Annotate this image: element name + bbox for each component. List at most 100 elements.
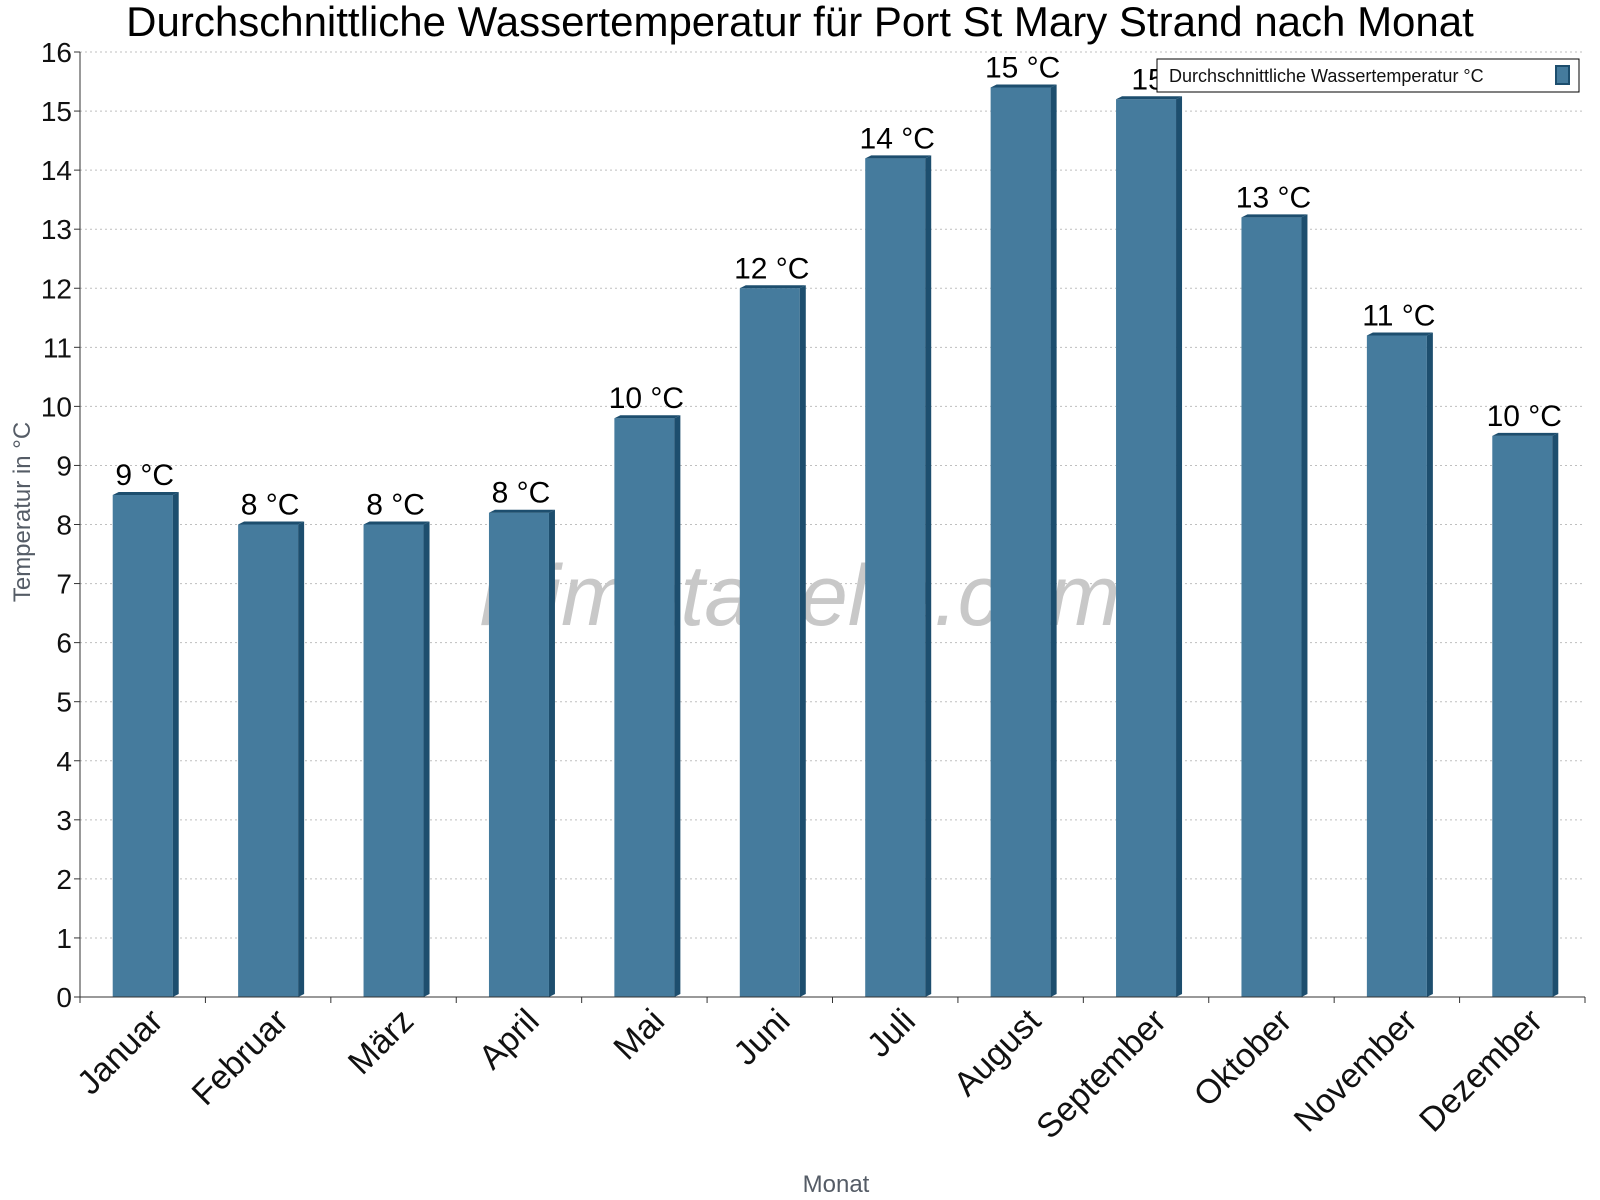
gridlines	[80, 51, 1585, 939]
bar-top	[1116, 96, 1183, 100]
bar-mai	[614, 415, 681, 997]
bar-februar	[238, 521, 305, 997]
bar-face	[1241, 217, 1302, 997]
y-tick-label: 3	[56, 805, 72, 836]
bar-september	[1116, 96, 1183, 997]
bar-face	[1366, 335, 1427, 997]
data-label: 10 °C	[1487, 400, 1562, 433]
data-labels: 9 °C8 °C 8 °C 8 °C10 °C12 °C14 °C15 °C 1513…	[115, 51, 1562, 521]
x-tick-labels: Januar Februar März April Mai Juni Juli AugustS…	[70, 1001, 1550, 1146]
bar-side	[1050, 84, 1057, 997]
x-tick-label: Juni	[726, 1002, 797, 1073]
bar-april	[488, 509, 555, 997]
y-tick-label: 5	[56, 687, 72, 718]
bar-top	[363, 521, 430, 525]
axes	[74, 51, 1586, 1003]
bar-side	[1301, 214, 1308, 997]
data-label: 8 °C	[366, 489, 425, 522]
bar-side	[1176, 96, 1183, 997]
legend-label: Durchschnittliche Wassertemperatur °C	[1169, 66, 1484, 86]
bar-dezember	[1492, 432, 1559, 997]
y-tick-label: 2	[56, 864, 72, 895]
data-label: 11 °C	[1362, 300, 1435, 333]
y-tick-label: 16	[41, 37, 72, 68]
bar-oktober	[1241, 214, 1308, 997]
y-tick-label: 15	[41, 96, 72, 127]
y-tick-label: 12	[41, 273, 72, 304]
bar-side	[674, 415, 681, 997]
y-tick-label: 7	[56, 569, 72, 600]
y-tick-label: 14	[41, 155, 72, 186]
x-tick-label: Mai	[606, 1002, 672, 1068]
y-tick-label: 9	[56, 450, 72, 481]
bar-top	[488, 509, 555, 513]
x-tick-label: März	[341, 1002, 421, 1082]
bar-face	[238, 524, 299, 997]
bar-face	[112, 494, 173, 997]
bar-face	[739, 288, 800, 997]
x-tick-label: September	[1029, 1002, 1173, 1146]
bar-side	[799, 285, 806, 997]
x-tick-label: April	[472, 1002, 547, 1077]
bar-face	[488, 512, 549, 997]
data-label: 13 °C	[1236, 181, 1311, 214]
x-tick-label: Dezember	[1412, 1002, 1550, 1140]
y-tick-label: 11	[43, 332, 72, 363]
x-tick-label: November	[1287, 1002, 1425, 1140]
legend: Durchschnittliche Wassertemperatur °C	[1156, 58, 1580, 93]
bar-top	[112, 491, 179, 495]
bar-juli	[865, 155, 932, 997]
x-tick-label: Februar	[185, 1002, 296, 1113]
chart-title: Durchschnittliche Wassertemperatur für P…	[126, 0, 1474, 45]
bar-face	[614, 418, 675, 997]
bar-top	[990, 84, 1057, 88]
y-tick-label: 0	[56, 982, 72, 1013]
bar-top	[865, 155, 932, 159]
y-tick-label: 6	[56, 628, 72, 659]
legend-box	[1156, 58, 1580, 93]
data-label: 12 °C	[734, 252, 809, 285]
x-tick-label: Januar	[70, 1002, 170, 1102]
bar-side	[298, 521, 305, 997]
y-axis-title: Temperatur in °C	[9, 422, 36, 602]
y-tick-label: 13	[41, 214, 72, 245]
data-label: 8 °C	[492, 477, 551, 510]
data-label: 8 °C	[241, 489, 300, 522]
y-tick-label: 4	[56, 746, 72, 777]
bar-top	[1241, 214, 1308, 218]
bar-side	[172, 491, 179, 997]
bar-januar	[112, 491, 179, 997]
bar-face	[865, 158, 926, 997]
bar-side	[548, 509, 555, 997]
x-tick-label: Oktober	[1187, 1002, 1299, 1114]
bar-top	[614, 415, 681, 419]
y-tick-label: 8	[56, 510, 72, 541]
legend-swatch	[1555, 65, 1570, 85]
x-axis-title: Monat	[803, 1171, 870, 1198]
y-tick-label: 1	[56, 923, 72, 954]
data-label: 14 °C	[860, 122, 935, 155]
y-tick-label: 10	[41, 391, 72, 422]
data-label: 15 °C	[985, 51, 1060, 84]
data-label: 10 °C	[609, 382, 684, 415]
bar-top	[238, 521, 305, 525]
bar-face	[1116, 99, 1177, 997]
bar-august	[990, 84, 1057, 997]
bar-face	[990, 87, 1051, 997]
bar-top	[739, 285, 806, 289]
bar-face	[363, 524, 424, 997]
bar-side	[423, 521, 430, 997]
bar-november	[1366, 332, 1433, 997]
bar-juni	[739, 285, 806, 997]
bar-side	[1426, 332, 1433, 997]
bar-märz	[363, 521, 430, 997]
bar-top	[1492, 432, 1559, 436]
x-tick-label: August	[947, 1001, 1049, 1103]
bar-side	[925, 155, 932, 997]
data-label: 9 °C	[115, 459, 174, 492]
bars	[112, 84, 1559, 997]
bar-side	[1552, 432, 1559, 997]
bar-top	[1366, 332, 1433, 336]
